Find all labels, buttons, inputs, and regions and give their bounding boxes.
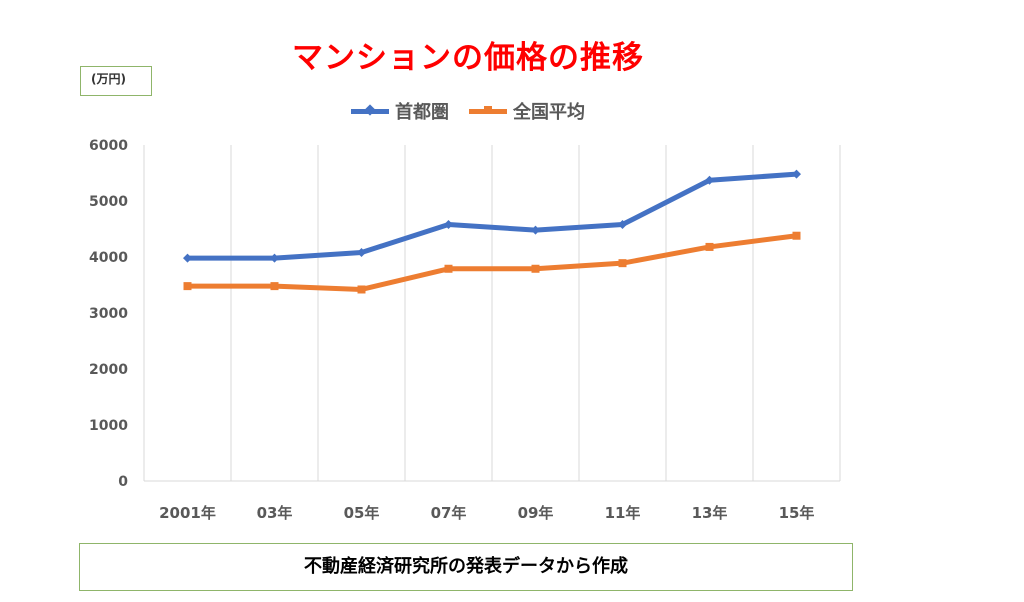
series-line-0 — [185, 171, 799, 261]
y-tick-label: 6000 — [89, 138, 128, 154]
data-point-0 — [705, 175, 714, 185]
legend-swatch-national — [469, 106, 507, 114]
x-tick-label: 05年 — [344, 504, 380, 522]
data-point-1 — [270, 282, 279, 291]
data-point-0 — [357, 248, 366, 258]
y-tick-label: 3000 — [89, 306, 128, 322]
data-point-1 — [444, 264, 453, 273]
legend-label-tokyo: 首都圏 — [395, 102, 449, 123]
data-point-1 — [792, 231, 801, 240]
source-note: 不動産経済研究所の発表データから作成 — [79, 543, 853, 591]
x-tick-label: 2001年 — [159, 504, 216, 522]
y-tick-label: 4000 — [89, 250, 128, 266]
data-point-1 — [618, 259, 627, 268]
legend-label-national: 全国平均 — [513, 102, 585, 123]
y-tick-label: 1000 — [89, 418, 128, 434]
chart-title: マンションの価格の推移 — [292, 40, 644, 76]
data-point-1 — [183, 282, 192, 291]
data-point-0 — [618, 220, 627, 230]
x-tick-label: 11年 — [605, 504, 641, 522]
y-tick-label: 0 — [118, 474, 128, 490]
x-tick-label: 13年 — [692, 504, 728, 522]
data-point-1 — [357, 285, 366, 294]
data-point-0 — [792, 169, 801, 179]
legend-item-national: 全国平均 — [469, 98, 585, 124]
x-tick-label: 07年 — [431, 504, 467, 522]
data-point-1 — [705, 242, 714, 251]
x-tick-label: 09年 — [518, 504, 554, 522]
data-point-0 — [444, 220, 453, 230]
unit-label: (万円) — [80, 66, 152, 96]
legend-swatch-tokyo — [351, 104, 389, 116]
series-line-1 — [185, 233, 799, 292]
legend-item-tokyo: 首都圏 — [351, 98, 449, 124]
y-tick-label: 5000 — [89, 194, 128, 210]
x-tick-label: 03年 — [257, 504, 293, 522]
legend: 首都圏 全国平均 — [0, 98, 936, 124]
data-point-0 — [531, 225, 540, 235]
data-point-0 — [270, 253, 279, 263]
x-tick-label: 15年 — [779, 504, 815, 522]
data-point-1 — [531, 264, 540, 273]
y-tick-label: 2000 — [89, 362, 128, 378]
data-point-0 — [183, 253, 192, 263]
